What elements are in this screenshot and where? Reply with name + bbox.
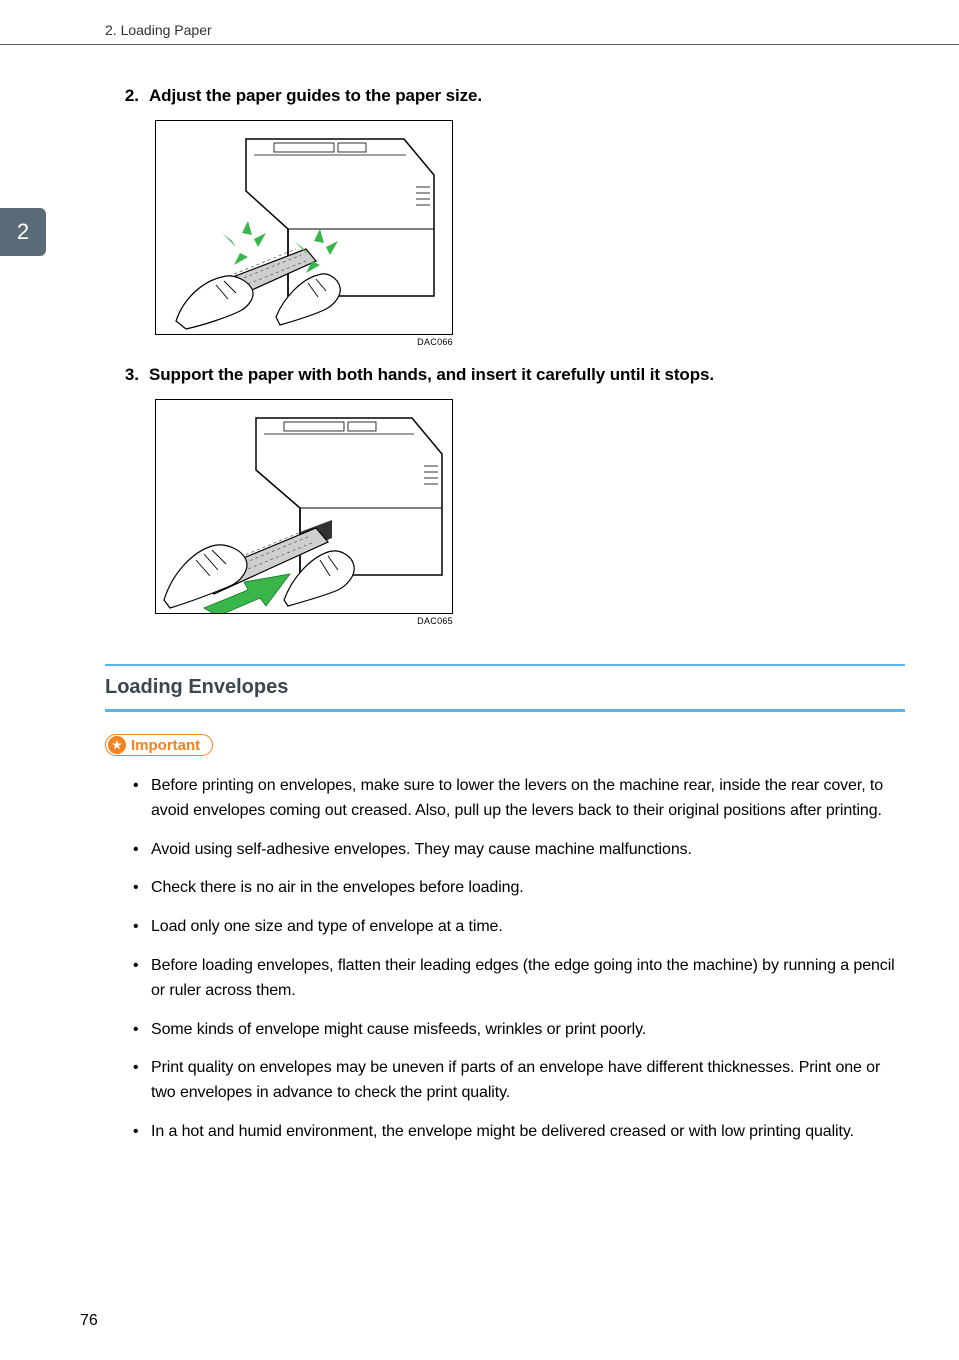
side-tab-number: 2: [17, 219, 29, 245]
list-item: Before printing on envelopes, make sure …: [133, 774, 905, 824]
important-bullets: Before printing on envelopes, make sure …: [133, 774, 905, 1145]
header-rule: [0, 44, 959, 45]
important-badge: Important: [105, 734, 213, 756]
figure-insert-paper: [155, 399, 453, 614]
page-content: 2. Adjust the paper guides to the paper …: [105, 86, 905, 1159]
figure-wrap: DAC065: [155, 399, 905, 626]
section-rule-bottom: [105, 709, 905, 712]
list-item: Before loading envelopes, flatten their …: [133, 954, 905, 1004]
star-icon: [108, 736, 126, 754]
important-label: Important: [131, 737, 200, 754]
header-chapter: 2. Loading Paper: [105, 22, 212, 38]
step-3: 3. Support the paper with both hands, an…: [105, 365, 905, 626]
page-number: 76: [80, 1312, 98, 1330]
chapter-side-tab: 2: [0, 208, 46, 256]
figure-adjust-guides: [155, 120, 453, 335]
list-item: Avoid using self-adhesive envelopes. The…: [133, 838, 905, 863]
list-item: Load only one size and type of envelope …: [133, 915, 905, 940]
step-text: Support the paper with both hands, and i…: [149, 365, 714, 385]
step-line: 2. Adjust the paper guides to the paper …: [105, 86, 905, 106]
step-2: 2. Adjust the paper guides to the paper …: [105, 86, 905, 347]
list-item: In a hot and humid environment, the enve…: [133, 1120, 905, 1145]
list-item: Print quality on envelopes may be uneven…: [133, 1056, 905, 1106]
figure-caption: DAC066: [155, 337, 453, 347]
section-rule-top: [105, 664, 905, 666]
step-text: Adjust the paper guides to the paper siz…: [149, 86, 482, 106]
list-item: Check there is no air in the envelopes b…: [133, 876, 905, 901]
list-item: Some kinds of envelope might cause misfe…: [133, 1018, 905, 1043]
step-number: 3.: [117, 365, 139, 385]
step-number: 2.: [117, 86, 139, 106]
figure-caption: DAC065: [155, 616, 453, 626]
step-line: 3. Support the paper with both hands, an…: [105, 365, 905, 385]
section-title: Loading Envelopes: [105, 676, 905, 699]
figure-wrap: DAC066: [155, 120, 905, 347]
